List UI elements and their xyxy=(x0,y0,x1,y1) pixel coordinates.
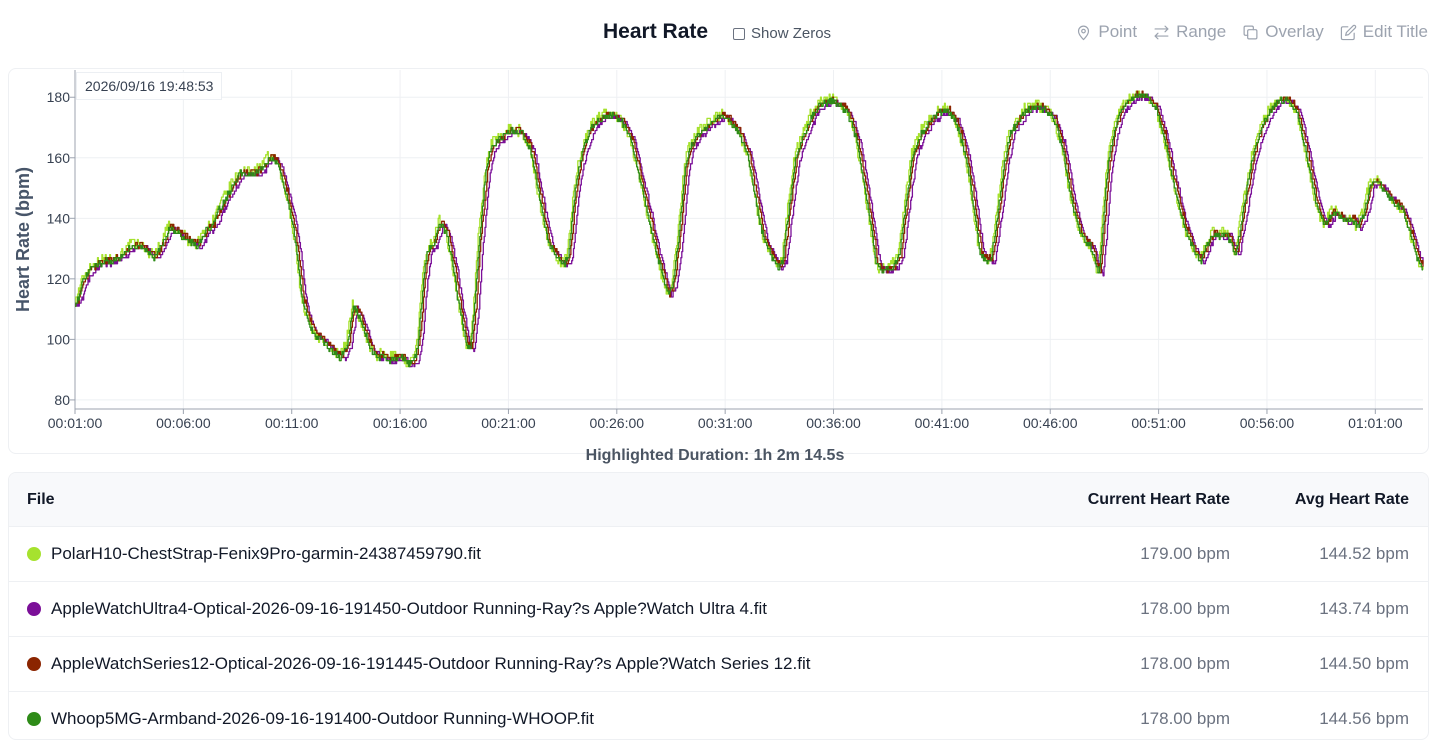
x-tick-label: 00:26:00 xyxy=(590,415,645,431)
x-tick-label: 00:06:00 xyxy=(156,415,211,431)
column-header-current-heart-rate[interactable]: Current Heart Rate xyxy=(1087,491,1230,508)
x-tick-label: 00:21:00 xyxy=(481,415,536,431)
series-color-dot xyxy=(27,547,41,561)
current-heart-rate: 178.00 bpm xyxy=(1140,709,1230,728)
y-tick-label: 80 xyxy=(54,392,70,408)
table-row[interactable]: PolarH10-ChestStrap-Fenix9Pro-garmin-243… xyxy=(9,527,1428,582)
overlay-button-label: Overlay xyxy=(1265,22,1324,41)
avg-heart-rate: 144.50 bpm xyxy=(1319,654,1409,673)
map-pin-icon xyxy=(1078,25,1090,40)
series-line-4 xyxy=(75,93,1423,368)
x-tick-label: 00:51:00 xyxy=(1131,415,1186,431)
x-tick-label: 00:11:00 xyxy=(265,415,319,431)
chart-card xyxy=(8,68,1429,454)
series-color-dot xyxy=(27,657,41,671)
y-tick-label: 160 xyxy=(47,150,71,166)
x-tick-label: 00:31:00 xyxy=(698,415,753,431)
y-tick-label: 100 xyxy=(47,331,71,347)
avg-heart-rate: 143.74 bpm xyxy=(1319,599,1409,618)
avg-heart-rate: 144.52 bpm xyxy=(1319,544,1409,563)
column-header-file[interactable]: File xyxy=(27,491,55,508)
series-color-dot xyxy=(27,602,41,616)
file-name: PolarH10-ChestStrap-Fenix9Pro-garmin-243… xyxy=(51,544,481,563)
column-header-avg-heart-rate[interactable]: Avg Heart Rate xyxy=(1294,491,1409,508)
chart-header: Heart Rate Show Zeros Point Range Overla… xyxy=(0,0,1440,68)
x-tick-label: 00:46:00 xyxy=(1023,415,1078,431)
chart-title: Heart Rate xyxy=(603,20,709,43)
arrows-left-right-icon xyxy=(1154,25,1169,39)
file-name: AppleWatchUltra4-Optical-2026-09-16-1914… xyxy=(51,599,767,618)
x-tick-label: 00:41:00 xyxy=(915,415,970,431)
show-zeros-label: Show Zeros xyxy=(751,25,832,42)
plot-lines xyxy=(75,90,1424,368)
x-tick-label: 00:16:00 xyxy=(373,415,428,431)
series-color-dot xyxy=(27,712,41,726)
show-zeros-toggle[interactable]: Show Zeros xyxy=(733,25,831,42)
x-tick-label: 00:36:00 xyxy=(806,415,861,431)
current-heart-rate: 178.00 bpm xyxy=(1140,599,1230,618)
x-tick-label: 00:56:00 xyxy=(1240,415,1295,431)
y-tick-label: 120 xyxy=(47,271,71,287)
range-button[interactable]: Range xyxy=(1153,22,1226,42)
table-row[interactable]: AppleWatchSeries12-Optical-2026-09-16-19… xyxy=(9,637,1428,692)
file-name: AppleWatchSeries12-Optical-2026-09-16-19… xyxy=(51,654,811,673)
show-zeros-checkbox[interactable] xyxy=(733,27,745,40)
y-tick-label: 180 xyxy=(47,89,71,105)
table-row[interactable]: Whoop5MG-Armband-2026-09-16-191400-Outdo… xyxy=(9,692,1428,739)
cursor-timestamp: 2026/09/16 19:48:53 xyxy=(76,72,223,100)
copy-icon xyxy=(1243,25,1258,39)
file-name: Whoop5MG-Armband-2026-09-16-191400-Outdo… xyxy=(51,709,595,728)
range-button-label: Range xyxy=(1176,22,1227,41)
series-line-2 xyxy=(75,93,1424,368)
current-heart-rate: 179.00 bpm xyxy=(1140,544,1230,563)
x-tick-label: 00:01:00 xyxy=(48,415,103,431)
y-tick-label: 140 xyxy=(47,210,71,226)
point-button-label: Point xyxy=(1098,22,1138,41)
current-heart-rate: 178.00 bpm xyxy=(1140,654,1230,673)
series-line-3 xyxy=(75,90,1424,365)
edit-title-button-label: Edit Title xyxy=(1362,22,1428,41)
series-line-1 xyxy=(75,90,1424,368)
avg-heart-rate: 144.56 bpm xyxy=(1319,709,1409,728)
x-tick-label: 01:01:00 xyxy=(1348,415,1403,431)
cursor-marker xyxy=(827,97,835,105)
highlighted-duration: Highlighted Duration: 1h 2m 14.5s xyxy=(585,447,845,464)
chart-toolbar: Point Range Overlay Edit Title xyxy=(1075,22,1428,42)
table-header: File Current Heart Rate Avg Heart Rate xyxy=(9,473,1428,527)
y-axis-label: Heart Rate (bpm) xyxy=(13,167,33,312)
point-button[interactable]: Point xyxy=(1075,22,1137,42)
files-table: File Current Heart Rate Avg Heart Rate P… xyxy=(8,472,1429,740)
edit-icon xyxy=(1340,24,1357,40)
heart-rate-chart[interactable]: 80 100 120 140 160 180 00:01:00 00:06:00 00:11:0… xyxy=(0,0,1440,470)
overlay-button[interactable]: Overlay xyxy=(1242,22,1324,42)
edit-title-button[interactable]: Edit Title xyxy=(1340,22,1428,42)
table-row[interactable]: AppleWatchUltra4-Optical-2026-09-16-1914… xyxy=(9,582,1428,637)
